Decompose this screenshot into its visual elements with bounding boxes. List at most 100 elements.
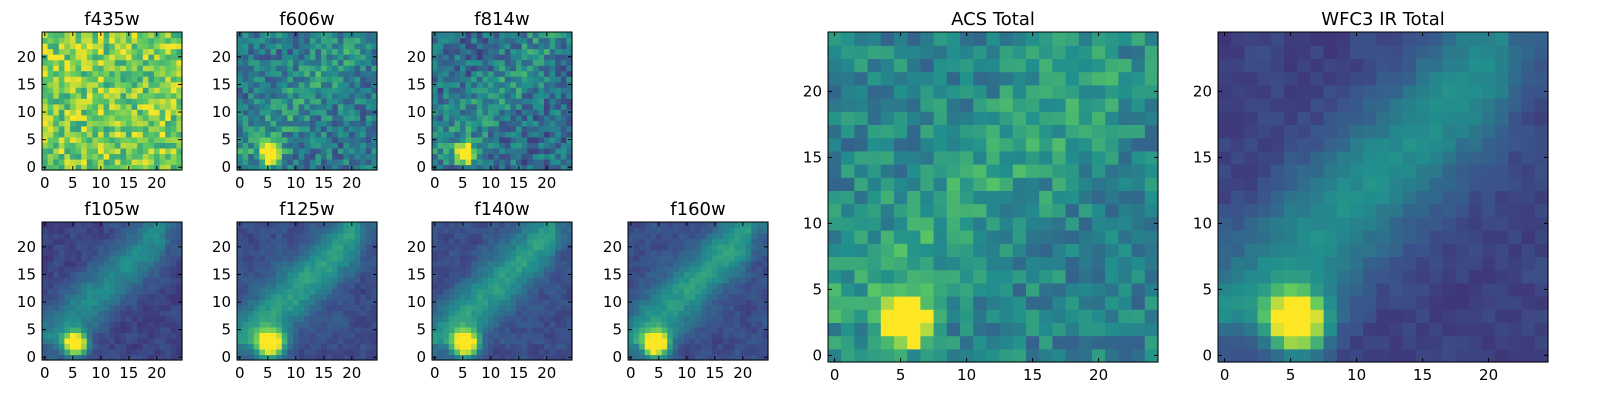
heatmap-cell	[454, 65, 461, 72]
heatmap-cell	[499, 222, 506, 229]
heatmap-cell	[684, 348, 691, 356]
heatmap-cell	[92, 310, 99, 317]
heatmap-cell	[880, 164, 895, 178]
heatmap-cell	[148, 260, 155, 267]
heatmap-cell	[650, 348, 657, 356]
heatmap-cell	[538, 153, 545, 160]
heatmap-cell	[437, 59, 444, 66]
heatmap-cell	[109, 222, 116, 229]
heatmap-cell	[544, 103, 551, 110]
heatmap-cell	[365, 109, 372, 116]
heatmap-cell	[745, 282, 752, 289]
heatmap-cell	[75, 48, 82, 55]
heatmap-cell	[371, 65, 378, 72]
heatmap-cell	[287, 244, 294, 251]
heatmap-cell	[360, 103, 367, 110]
heatmap-cell	[566, 125, 573, 132]
heatmap-cell	[109, 114, 116, 121]
heatmap-cell	[42, 48, 49, 55]
heatmap-cell	[75, 142, 82, 149]
heatmap-cell	[265, 315, 272, 322]
heatmap-cell	[432, 131, 439, 138]
heatmap-cell	[281, 315, 288, 322]
heatmap-cell	[516, 70, 523, 77]
heatmap-cell	[734, 293, 741, 300]
heatmap-cell	[165, 321, 172, 328]
heatmap-cell	[516, 37, 523, 44]
heatmap-cell	[678, 266, 685, 273]
heatmap-cell	[309, 238, 316, 245]
heatmap-cell	[762, 238, 769, 245]
heatmap-cell	[756, 337, 763, 345]
heatmap-cell	[332, 354, 339, 361]
heatmap-cell	[527, 153, 534, 160]
heatmap-cell	[504, 288, 511, 295]
heatmap-cell	[555, 343, 562, 350]
heatmap-cell	[253, 109, 260, 116]
heatmap-cell	[1039, 269, 1053, 284]
heatmap-cell	[471, 260, 478, 267]
heatmap-cell	[154, 103, 161, 110]
heatmap-cell	[650, 260, 657, 267]
heatmap-cell	[281, 238, 288, 245]
heatmap-cell	[960, 296, 974, 310]
heatmap-cell	[148, 271, 155, 278]
heatmap-cell	[64, 164, 71, 171]
heatmap-cell	[740, 255, 747, 262]
heatmap-cell	[1012, 177, 1027, 191]
heatmap-cell	[343, 37, 350, 44]
heatmap-cell	[120, 37, 127, 44]
heatmap-cell	[712, 266, 719, 273]
heatmap-cell	[349, 81, 356, 88]
heatmap-cell	[661, 249, 668, 256]
heatmap-cell	[70, 92, 77, 99]
heatmap-cell	[276, 288, 283, 295]
heatmap-cell	[544, 266, 551, 273]
heatmap-cell	[661, 282, 668, 289]
heatmap-cell	[656, 315, 663, 322]
heatmap-cell	[86, 244, 93, 251]
heatmap-cell	[644, 282, 651, 289]
heatmap-cell	[532, 125, 539, 132]
heatmap-cell	[281, 65, 288, 72]
heatmap-cell	[154, 266, 161, 273]
heatmap-cell	[560, 120, 567, 127]
heatmap-cell	[734, 348, 741, 356]
heatmap-cell	[504, 249, 511, 256]
heatmap-cell	[64, 98, 71, 105]
heatmap-cell	[92, 87, 99, 94]
heatmap-cell	[265, 87, 272, 94]
heatmap-cell	[343, 260, 350, 267]
x-tick-label: 5	[263, 174, 273, 192]
heatmap-cell	[723, 343, 730, 350]
heatmap-cell	[170, 244, 177, 251]
heatmap-cell	[555, 43, 562, 50]
heatmap-cell	[544, 244, 551, 251]
heatmap-cell	[371, 332, 378, 339]
heatmap-cell	[880, 177, 895, 191]
heatmap-cell	[493, 337, 500, 345]
heatmap-cell	[281, 136, 288, 143]
heatmap-cell	[482, 70, 489, 77]
heatmap-cell	[47, 142, 54, 149]
heatmap-cell	[270, 354, 277, 361]
heatmap-cell	[337, 65, 344, 72]
heatmap-cell	[566, 120, 573, 127]
heatmap-cell	[437, 288, 444, 295]
heatmap-cell	[248, 222, 255, 229]
heatmap-cell	[47, 332, 54, 339]
heatmap-cell	[504, 222, 511, 229]
heatmap-cell	[1078, 296, 1093, 310]
heatmap-cell	[454, 321, 461, 328]
heatmap-cell	[114, 343, 121, 350]
heatmap-cell	[53, 266, 60, 273]
heatmap-cell	[98, 37, 105, 44]
heatmap-cell	[532, 266, 539, 273]
heatmap-cell	[304, 277, 311, 284]
heatmap-cell	[476, 343, 483, 350]
heatmap-cell	[170, 260, 177, 267]
heatmap-cell	[332, 153, 339, 160]
heatmap-cell	[516, 153, 523, 160]
heatmap-cell	[354, 87, 361, 94]
heatmap-cell	[86, 48, 93, 55]
